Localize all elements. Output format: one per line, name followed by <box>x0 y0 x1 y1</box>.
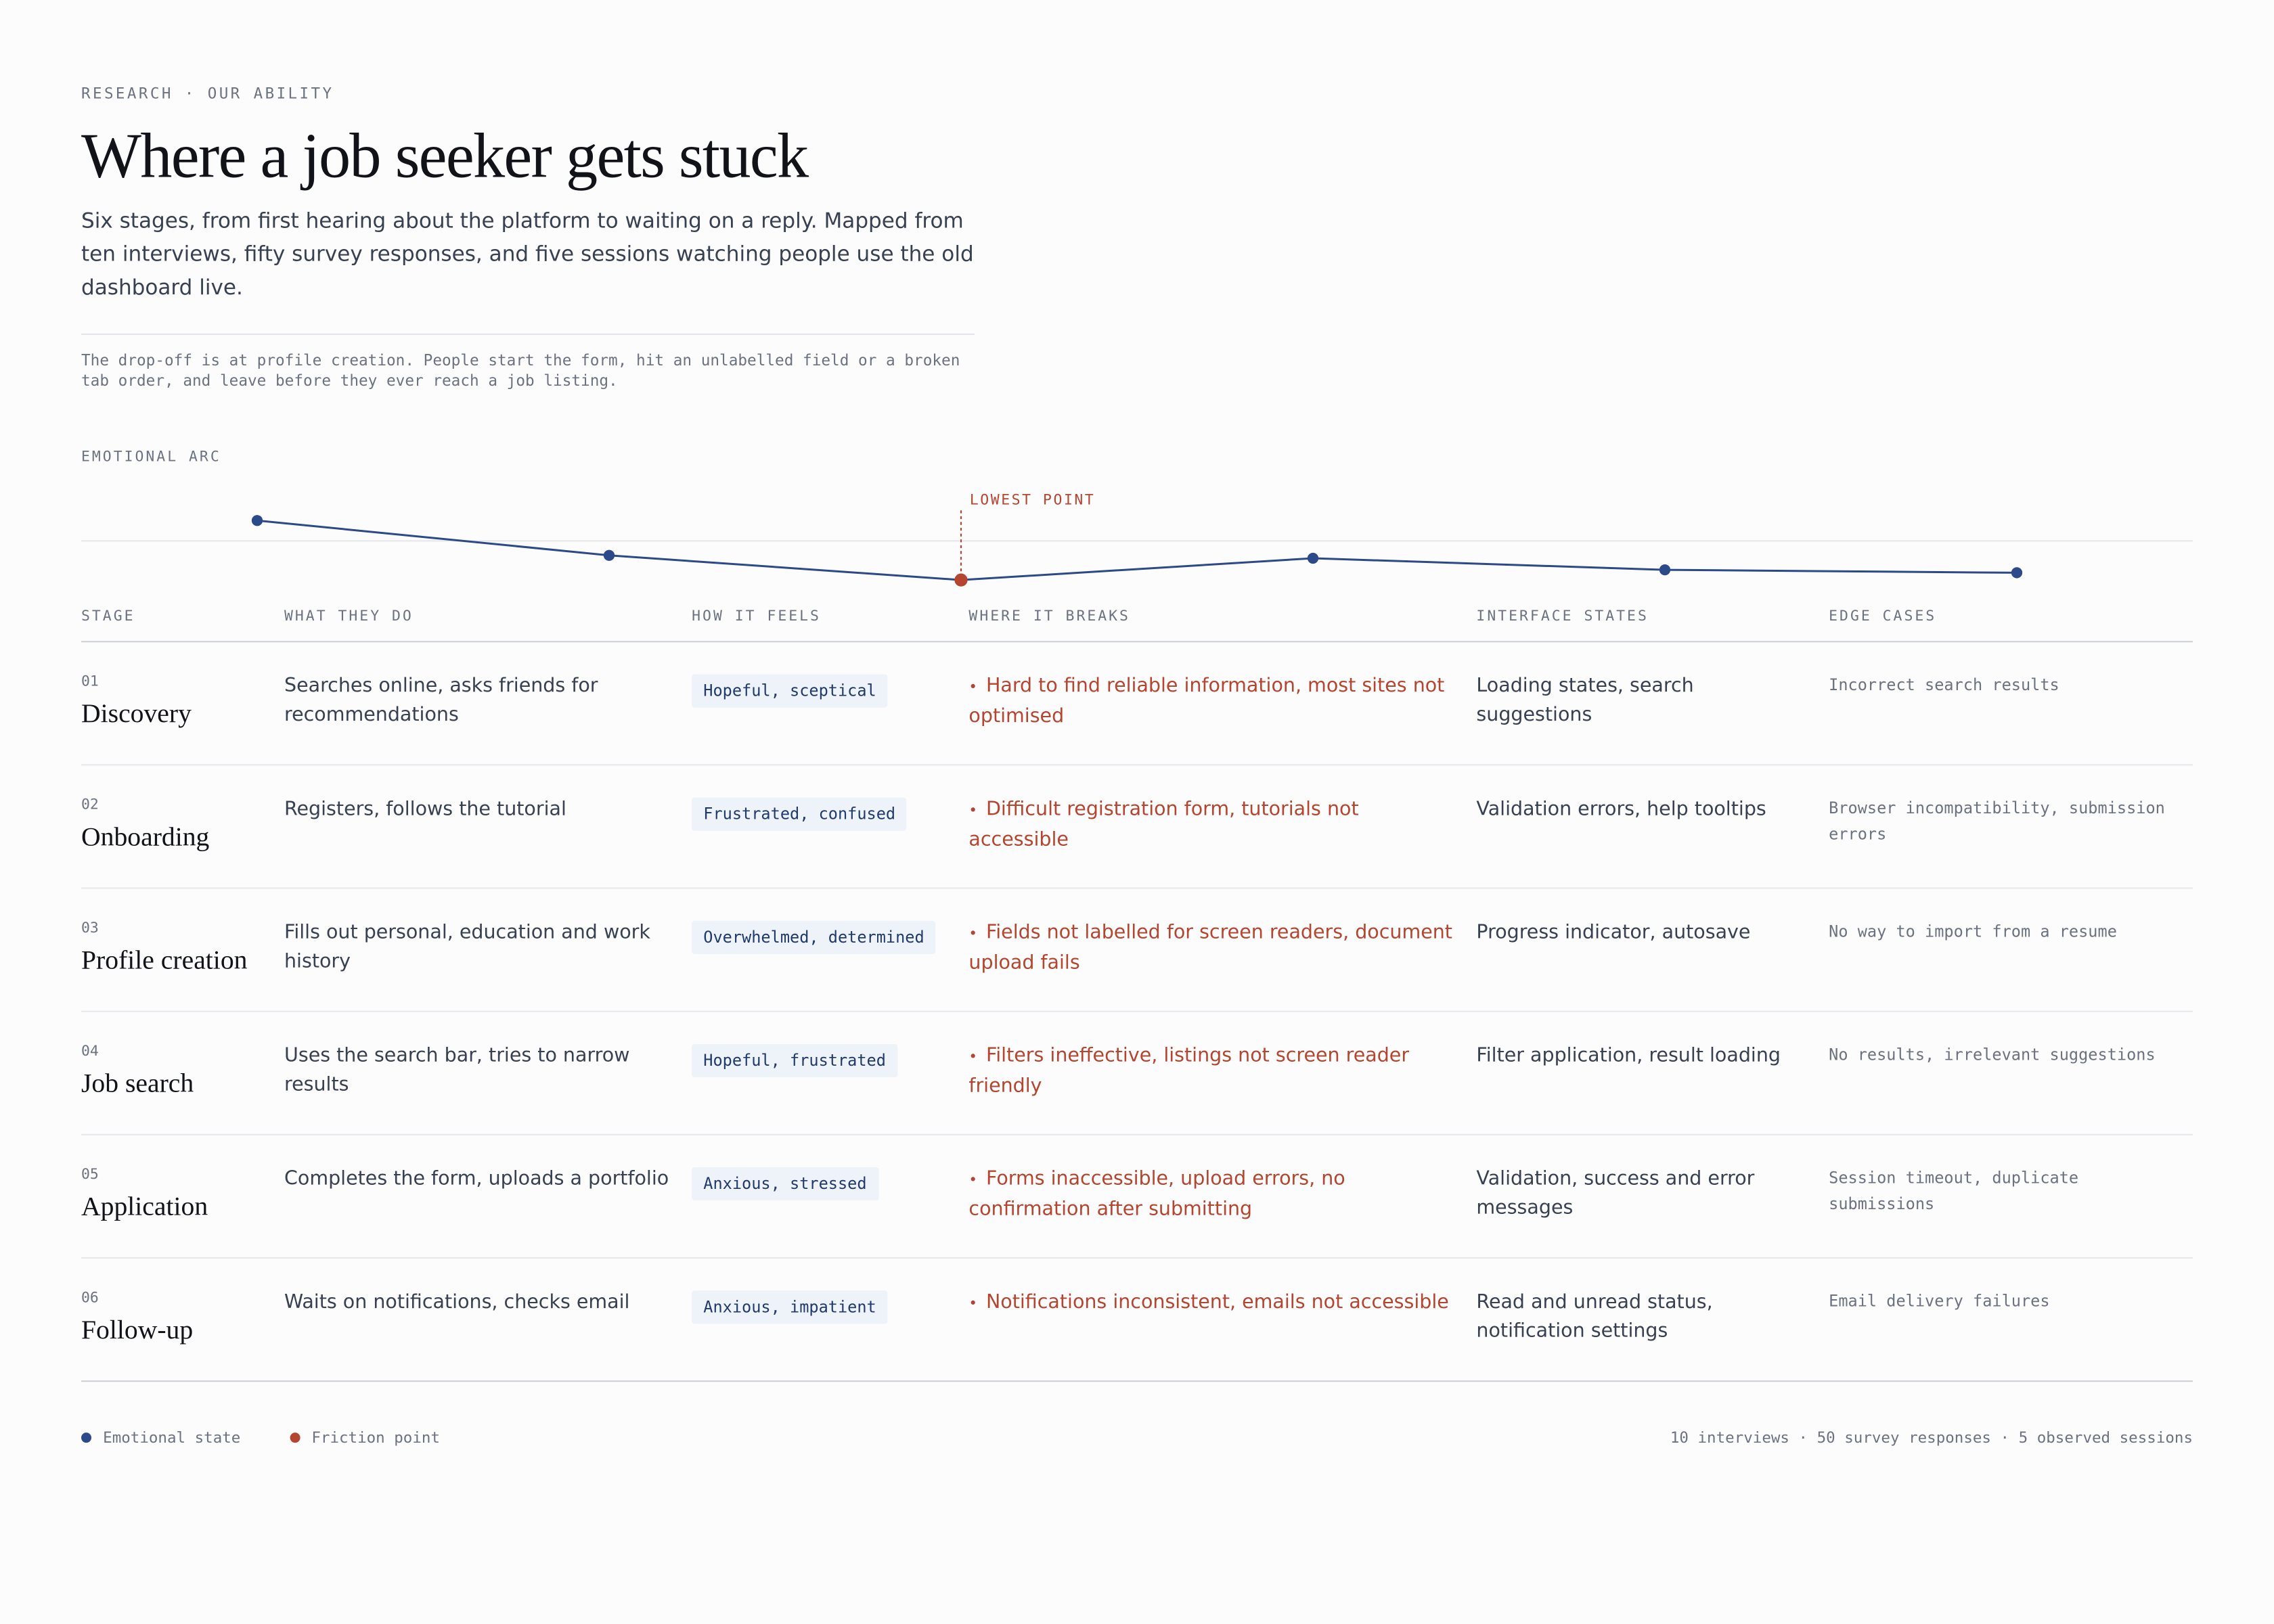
actions: Completes the form, uploads a portfolio <box>284 1169 669 1191</box>
stage-cell: 02 Onboarding <box>81 796 284 887</box>
stage-cell: 04 Job search <box>81 1043 284 1134</box>
arc-point <box>251 515 263 526</box>
arc-point <box>603 549 615 561</box>
table-row: 02 Onboarding Registers, follows the tutor… <box>81 765 2193 889</box>
stage-name: Profile creation <box>81 947 248 976</box>
edge-cases: Session timeout, duplicate submissions <box>1829 1169 2079 1213</box>
sources: 10 interviews · 50 survey responses · 5 … <box>1670 1429 2193 1447</box>
feeling-chip: Hopeful, sceptical <box>692 674 888 708</box>
feelings-cell: Hopeful, frustrated <box>692 1043 968 1134</box>
stage-number: 02 <box>81 797 99 814</box>
edge-cases: Browser incompatibility, submission erro… <box>1829 798 2165 844</box>
column-header: INTERFACE STATES <box>1476 609 1649 625</box>
arc-point <box>1307 552 1319 564</box>
stage-cell: 03 Profile creation <box>81 920 284 1011</box>
actions: Searches online, asks friends for recomm… <box>284 675 598 726</box>
table-row: 05 Application Completes the form, uploads… <box>81 1135 2193 1259</box>
column-header: WHAT THEY DO <box>284 609 414 625</box>
breakpoint: Fields not labelled for screen readers, … <box>968 920 1476 1011</box>
stage-number: 03 <box>81 920 99 937</box>
stage-number: 06 <box>81 1290 99 1307</box>
column-header: EDGE CASES <box>1829 609 1937 625</box>
feeling-chip: Anxious, stressed <box>692 1167 878 1201</box>
feelings-cell: Frustrated, confused <box>692 796 968 887</box>
table-row: 04 Job search Uses the search bar, tries t… <box>81 1012 2193 1135</box>
arc-point <box>1659 564 1671 576</box>
breakpoint: Difficult registration form, tutorials n… <box>968 796 1476 887</box>
emotional-arc: LOWEST POINT <box>81 492 2193 587</box>
stage-name: Discovery <box>81 700 192 729</box>
actions: Fills out personal, education and work h… <box>284 922 650 972</box>
actions: Registers, follows the tutorial <box>284 798 566 821</box>
stage-cell: 05 Application <box>81 1166 284 1257</box>
note: The drop-off is at profile creation. Peo… <box>81 352 960 390</box>
breakpoint: Forms inaccessible, upload errors, no co… <box>968 1166 1476 1257</box>
legend-item: Friction point <box>290 1430 440 1447</box>
interface-states: Progress indicator, autosave <box>1476 922 1751 944</box>
column-header: STAGE <box>81 609 135 625</box>
feeling-chip: Overwhelmed, determined <box>692 920 936 954</box>
feelings-cell: Hopeful, sceptical <box>692 673 968 764</box>
arc-line <box>257 519 2017 581</box>
intro: Six stages, from first hearing about the… <box>81 210 974 300</box>
stage-number: 04 <box>81 1043 99 1060</box>
edge-cases: Email delivery failures <box>1829 1292 2050 1311</box>
feelings-cell: Anxious, impatient <box>692 1289 968 1380</box>
breakpoint: Notifications inconsistent, emails not a… <box>968 1289 1476 1380</box>
arc-point <box>954 573 968 587</box>
table-row: 01 Discovery Searches online, asks friends… <box>81 642 2193 766</box>
column-header: WHERE IT BREAKS <box>968 609 1130 625</box>
feeling-chip: Anxious, impatient <box>692 1290 888 1324</box>
stage-number: 05 <box>81 1167 99 1183</box>
edge-cases: Incorrect search results <box>1829 675 2059 695</box>
title: Where a job seeker gets stuck <box>81 120 809 191</box>
arc-point <box>2011 567 2023 579</box>
interface-states: Validation errors, help tooltips <box>1476 798 1766 821</box>
column-header: HOW IT FEELS <box>692 609 821 625</box>
journey-table: STAGE WHAT THEY DO HOW IT FEELS WHERE IT BR… <box>81 606 2193 1382</box>
actions: Uses the search bar, tries to narrow res… <box>284 1045 630 1096</box>
annotation: LOWEST POINT <box>970 492 1096 509</box>
edge-cases: No results, irrelevant suggestions <box>1829 1045 2156 1064</box>
table-header: STAGE WHAT THEY DO HOW IT FEELS WHERE IT BR… <box>81 606 2193 643</box>
feelings-cell: Overwhelmed, determined <box>692 920 968 1011</box>
legend-item: Emotional state <box>81 1430 240 1447</box>
eyebrow: RESEARCH · OUR ABILITY <box>81 85 334 104</box>
stage-name: Job search <box>81 1070 194 1100</box>
feeling-chip: Hopeful, frustrated <box>692 1043 898 1078</box>
arc-label: EMOTIONAL ARC <box>81 449 221 466</box>
interface-states: Read and unread status, notification set… <box>1476 1292 1713 1343</box>
interface-states: Filter application, result loading <box>1476 1045 1781 1068</box>
feelings-cell: Anxious, stressed <box>692 1166 968 1257</box>
stage-cell: 01 Discovery <box>81 673 284 764</box>
stage-name: Application <box>81 1193 208 1223</box>
edge-cases: No way to import from a resume <box>1829 922 2117 941</box>
table-row: 03 Profile creation Fills out personal, ed… <box>81 889 2193 1012</box>
stage-name: Follow-up <box>81 1316 194 1346</box>
table-row: 06 Follow-up Waits on notifications, check… <box>81 1259 2193 1382</box>
stage-number: 01 <box>81 674 99 690</box>
interface-states: Loading states, search suggestions <box>1476 675 1694 726</box>
stage-name: Onboarding <box>81 824 210 853</box>
divider <box>81 333 975 335</box>
actions: Waits on notifications, checks email <box>284 1292 630 1314</box>
interface-states: Validation, success and error messages <box>1476 1169 1755 1219</box>
stage-cell: 06 Follow-up <box>81 1289 284 1380</box>
breakpoint: Hard to find reliable information, most … <box>968 673 1476 764</box>
legend: Emotional state Friction point <box>81 1430 440 1447</box>
breakpoint: Filters ineffective, listings not screen… <box>968 1043 1476 1134</box>
feeling-chip: Frustrated, confused <box>692 797 908 831</box>
